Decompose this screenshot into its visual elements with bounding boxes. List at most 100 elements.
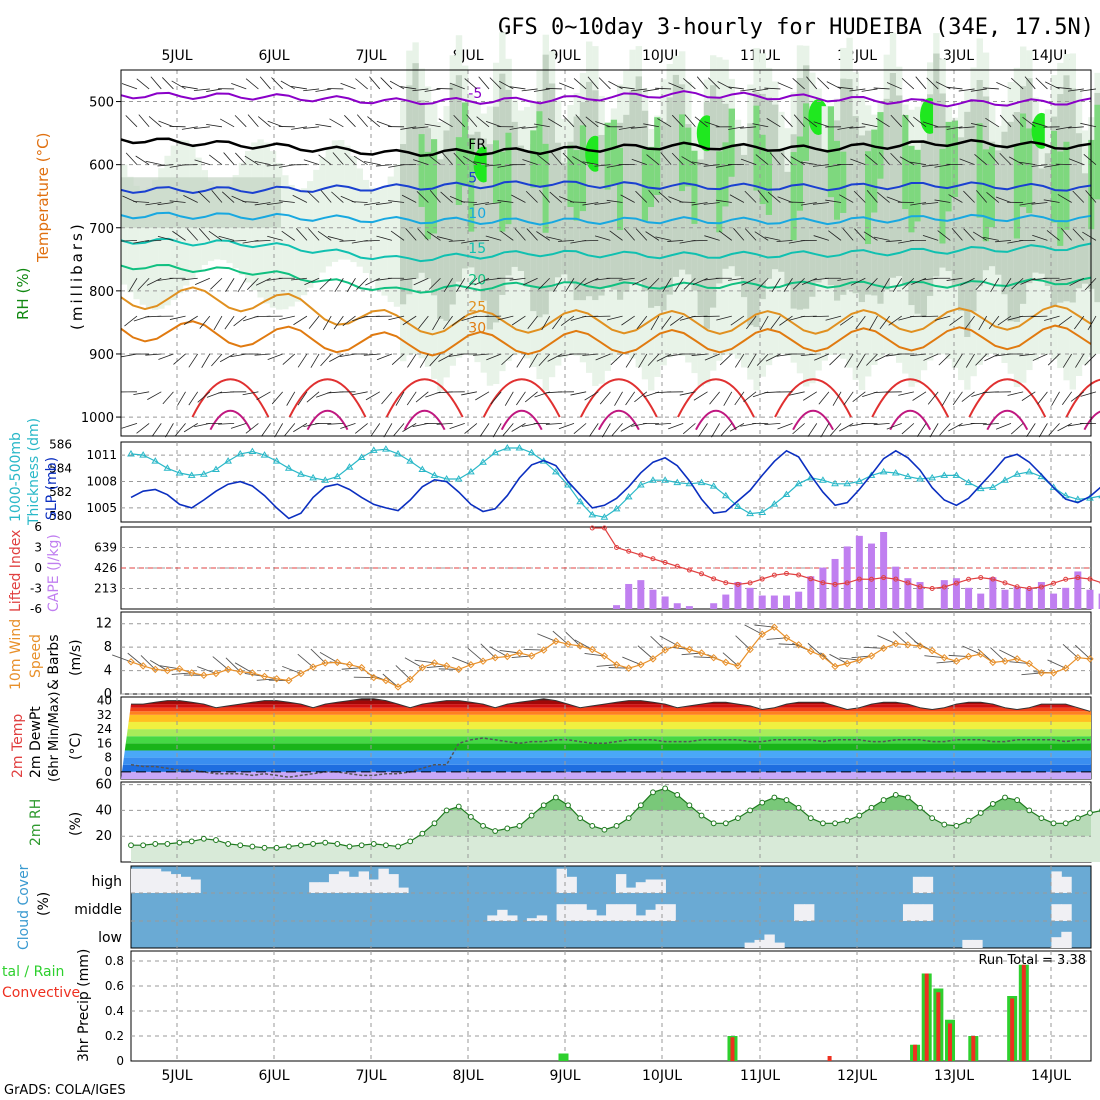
thickness-point [661,476,669,483]
lifted-index-point [881,575,887,581]
cloud-cell [576,904,587,921]
lifted-index-point [844,580,850,586]
wind10m-barb [637,645,654,660]
surface-heat-arch [385,378,464,418]
li-tick-label: 6 [34,520,42,534]
wind-barb [843,391,854,406]
isotherm-label: 5 [468,170,477,186]
temp-tick-label: 8 [104,751,112,765]
wind-barb [719,353,733,366]
wind-speed-point [260,672,269,681]
rh2m-point [965,817,972,824]
wind-barb [233,315,247,327]
bottom-date-label: 14JUL [1031,1068,1071,1084]
isotherm-label: FR [468,137,486,153]
thickness-point [212,465,220,472]
wind-barb [206,123,223,128]
wind-speed-point [187,669,196,677]
wind-speed-point [1049,669,1058,677]
rh2m-point [904,794,911,801]
rh-dark-band [431,139,438,234]
rh2m-point [807,815,814,822]
wind-barb [976,190,988,203]
wind-barb [598,77,611,90]
wind-barb [419,353,429,368]
wind-barb [852,391,866,402]
wind-tick-label: 4 [104,664,112,679]
wind-barb [982,87,999,90]
wind-barb [157,235,174,241]
rh2m-point [710,820,717,827]
wind10m-barb [807,642,824,657]
temp-band [121,711,1091,715]
wind-barb [608,81,623,90]
wind-barb [438,118,453,128]
rh-mid-band [536,103,543,318]
rh-mid-band [728,117,735,267]
wind10m-barb [537,633,557,642]
wind-barb [698,423,708,437]
wind-barb [623,228,635,241]
wind-barb [559,82,575,90]
wind-barb [985,117,1000,128]
wind-speed-point [831,662,839,671]
wind-barb [898,391,914,396]
wind-barb [703,202,720,205]
cloud-cell [338,871,350,893]
lifted-index-point [686,567,692,573]
wind-barb [734,391,745,406]
pressure-tick-label: 500 [89,96,114,111]
rh-mid-band [883,98,890,290]
wind-barb [837,277,854,281]
wind-barb [1080,122,1097,128]
wind-barb [436,422,453,425]
wind-barb [188,353,199,368]
wind-barb [1008,156,1024,166]
surface-heat-arch [677,378,755,418]
wind-barb [572,156,587,165]
rh2m-point [358,842,365,849]
thickness-point [758,508,767,515]
wind10m-barb [467,647,484,662]
precip-conv-bar [948,1023,953,1061]
rh2m-point [552,794,559,801]
wind-barb [718,230,733,241]
slp-thickness-panel: 580 582 584 586 1005 1008 1011 1000-500mb Thic… [8,418,1100,526]
isotherm-10 [120,211,1092,226]
thickness-point [151,457,160,464]
rh-dark-band [542,143,549,233]
surface-heat-arch [968,378,1047,418]
wind-barb [209,154,223,165]
bottom-date-axis: 5JUL 6JUL 7JUL 8JUL 9JUL 10JUL 11JUL 12JUL 13JUL… [161,1068,1071,1084]
wind-barb [620,194,635,203]
wind-barb [538,277,551,290]
rh-dark-band [1020,113,1027,208]
wind-barb [401,194,417,203]
wind-barb [1067,88,1084,92]
lifted-index-point [893,576,899,582]
precip-conv-bar [730,1037,735,1061]
wind10m-barb [877,635,896,645]
lifted-index-point [1063,576,1069,582]
wind-barb [1047,353,1060,366]
wind-barb [208,230,223,241]
wind-barb [764,236,781,241]
wind-barb [148,116,162,128]
wind-barb [303,126,320,129]
wind-barb [271,391,283,405]
temp-band [121,707,1091,712]
thickness-point [224,457,232,464]
rh-dark-band [790,152,797,241]
wind-barb [792,423,805,435]
wind10m-barb [452,656,472,666]
rh-dark-band [1013,145,1021,239]
wind-barb [825,164,842,168]
wind10m-barb [744,624,763,635]
cloud-cell [487,915,498,921]
wind10m-barb [127,652,144,667]
cloud-cell [655,904,666,921]
wind-barb [183,423,198,433]
rh2m-point [601,826,608,833]
rh2m-point [273,844,280,851]
rh-light-band [164,155,171,306]
